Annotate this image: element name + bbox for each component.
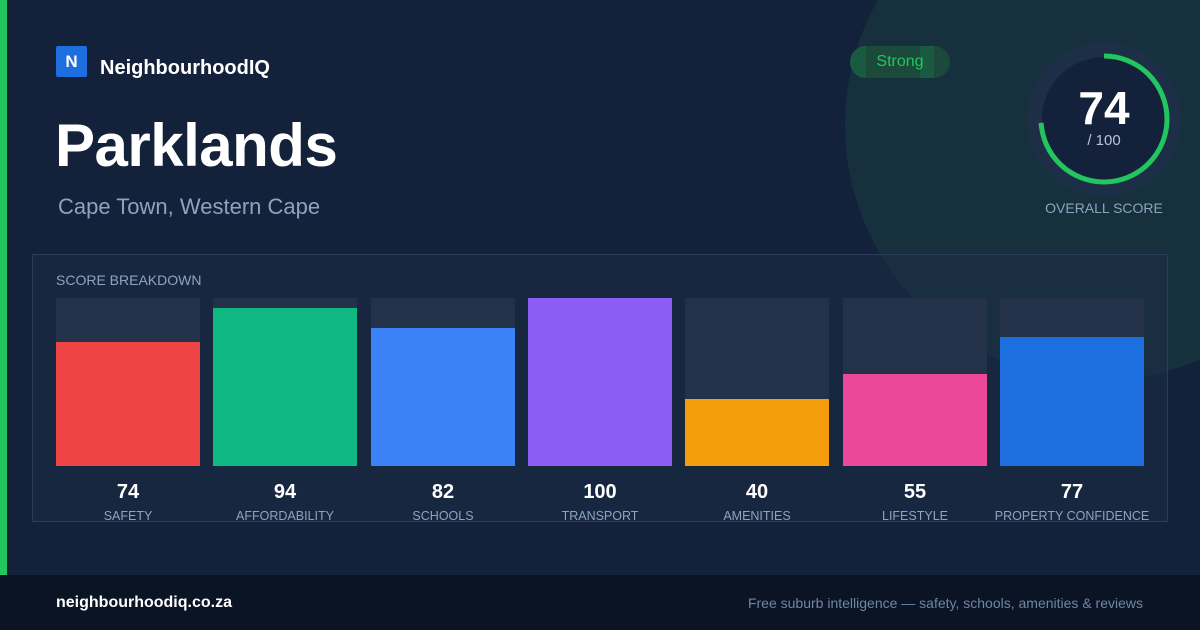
footer-domain: neighbourhoodiq.co.za [56,594,232,611]
overall-score-label: OVERALL SCORE [1045,200,1163,216]
breakdown-bar-schools: 82 SCHOOLS [371,298,515,526]
bar-label: SAFETY [103,509,153,523]
breakdown-bar-safety: 74 SAFETY [56,298,200,526]
bar-fill [213,308,357,466]
badge-edge-left [850,46,866,78]
bar-fill [528,298,672,466]
breakdown-bar-property-confidence: 77 PROPERTY CONFIDENCE [995,298,1149,526]
bar-label: PROPERTY CONFIDENCE [994,509,1150,523]
bar-value: 94 [273,481,297,503]
breakdown-bar-transport: 100 TRANSPORT [528,298,672,526]
bar-value: 55 [903,481,927,503]
bar-fill [843,374,987,466]
score-ring-arc [1038,53,1170,185]
bar-label: AMENITIES [723,509,791,523]
bar-value: 82 [431,481,455,503]
overall-score-max: / 100 [1087,132,1121,149]
bar-track [685,298,829,466]
breakdown-bar-lifestyle: 55 LIFESTYLE [843,298,987,526]
bar-label: TRANSPORT [561,509,639,523]
bar-track [371,298,515,466]
bar-fill [1000,337,1144,466]
bar-fill [371,328,515,466]
bar-track [1000,298,1144,466]
brand-name: NeighbourhoodIQ [100,57,270,79]
status-badge: Strong [850,46,950,78]
bar-value: 74 [116,481,140,503]
bar-track [213,298,357,466]
bar-value: 77 [1060,481,1084,503]
score-ring-inner [1042,57,1166,181]
score-breakdown-title: SCORE BREAKDOWN [56,272,202,288]
suburb-location: Cape Town, Western Cape [58,194,321,219]
badge-edge-right [920,46,934,78]
bar-value: 100 [583,481,617,503]
breakdown-bar-amenities: 40 AMENITIES [685,298,829,526]
suburb-name: Parklands [55,112,338,179]
bar-label: LIFESTYLE [882,509,948,523]
bar-value: 40 [745,481,769,503]
status-badge-label: Strong [876,53,924,70]
logo-icon: N [56,46,87,77]
footer: neighbourhoodiq.co.za Free suburb intell… [0,575,1200,630]
breakdown-bar-affordability: 94 AFFORDABILITY [213,298,357,526]
footer-tagline: Free suburb intelligence — safety, schoo… [747,595,1143,611]
bar-fill [56,342,200,466]
bar-label: SCHOOLS [412,509,474,523]
accent-bar [0,0,7,575]
bar-fill [685,399,829,466]
overall-score-ring [1027,42,1181,196]
bar-track [843,298,987,466]
overall-score-value: 74 [1078,82,1130,134]
bar-label: AFFORDABILITY [236,509,334,523]
bar-track [56,298,200,466]
bar-track [528,298,672,466]
